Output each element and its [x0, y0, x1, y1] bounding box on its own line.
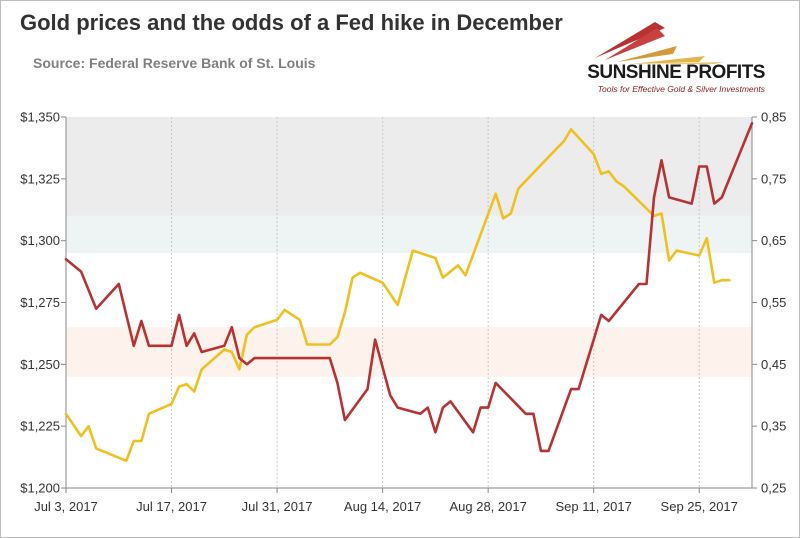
- left-tick-label: $1,225: [20, 419, 60, 434]
- x-tick-label: Sep 25, 2017: [661, 499, 738, 514]
- x-tick-label: Jul 3, 2017: [34, 499, 98, 514]
- gold-price-line: [64, 128, 731, 463]
- x-tick-label: Jul 17, 2017: [136, 499, 207, 514]
- right-tick-label: 0,45: [761, 357, 786, 372]
- right-tick-label: 0,25: [761, 481, 786, 496]
- right-tick-label: 0,85: [761, 110, 786, 125]
- left-tick-label: $1,275: [20, 295, 60, 310]
- sun-rays-logo-icon: [595, 22, 723, 64]
- shaded-bands: [66, 117, 752, 377]
- right-tick-label: 0,35: [761, 419, 786, 434]
- brand-block: SUNSHINE PROFITS Tools for Effective Gol…: [535, 18, 765, 98]
- x-tick-label: Jul 31, 2017: [242, 499, 313, 514]
- band-0: [66, 117, 752, 216]
- fed-hike-odds-line: [64, 121, 754, 453]
- left-tick-label: $1,250: [20, 357, 60, 372]
- x-tick-label: Aug 28, 2017: [449, 499, 526, 514]
- brand-tagline: Tools for Effective Gold & Silver Invest…: [597, 84, 765, 94]
- brand-name: SUNSHINE PROFITS: [587, 62, 765, 83]
- chart-axes: Jul 3, 2017 Jul 17, 2017 Jul 31, 2017 Aug 1…: [20, 110, 786, 515]
- x-tick-label: Sep 11, 2017: [555, 499, 631, 514]
- x-tick-label: Aug 14, 2017: [344, 499, 421, 514]
- band-1: [66, 215, 752, 254]
- right-tick-label: 0,65: [761, 233, 786, 248]
- right-tick-label: 0,55: [761, 295, 786, 310]
- left-tick-label: $1,200: [20, 481, 60, 496]
- left-tick-label: $1,325: [20, 171, 60, 186]
- left-tick-label: $1,350: [20, 110, 60, 125]
- band-2: [66, 327, 752, 377]
- right-tick-label: 0,75: [761, 171, 786, 186]
- chart-series: [64, 121, 754, 463]
- chart-subtitle: Source: Federal Reserve Bank of St. Loui…: [33, 55, 316, 71]
- left-tick-label: $1,300: [20, 233, 60, 248]
- chart-title: Gold prices and the odds of a Fed hike i…: [20, 10, 563, 35]
